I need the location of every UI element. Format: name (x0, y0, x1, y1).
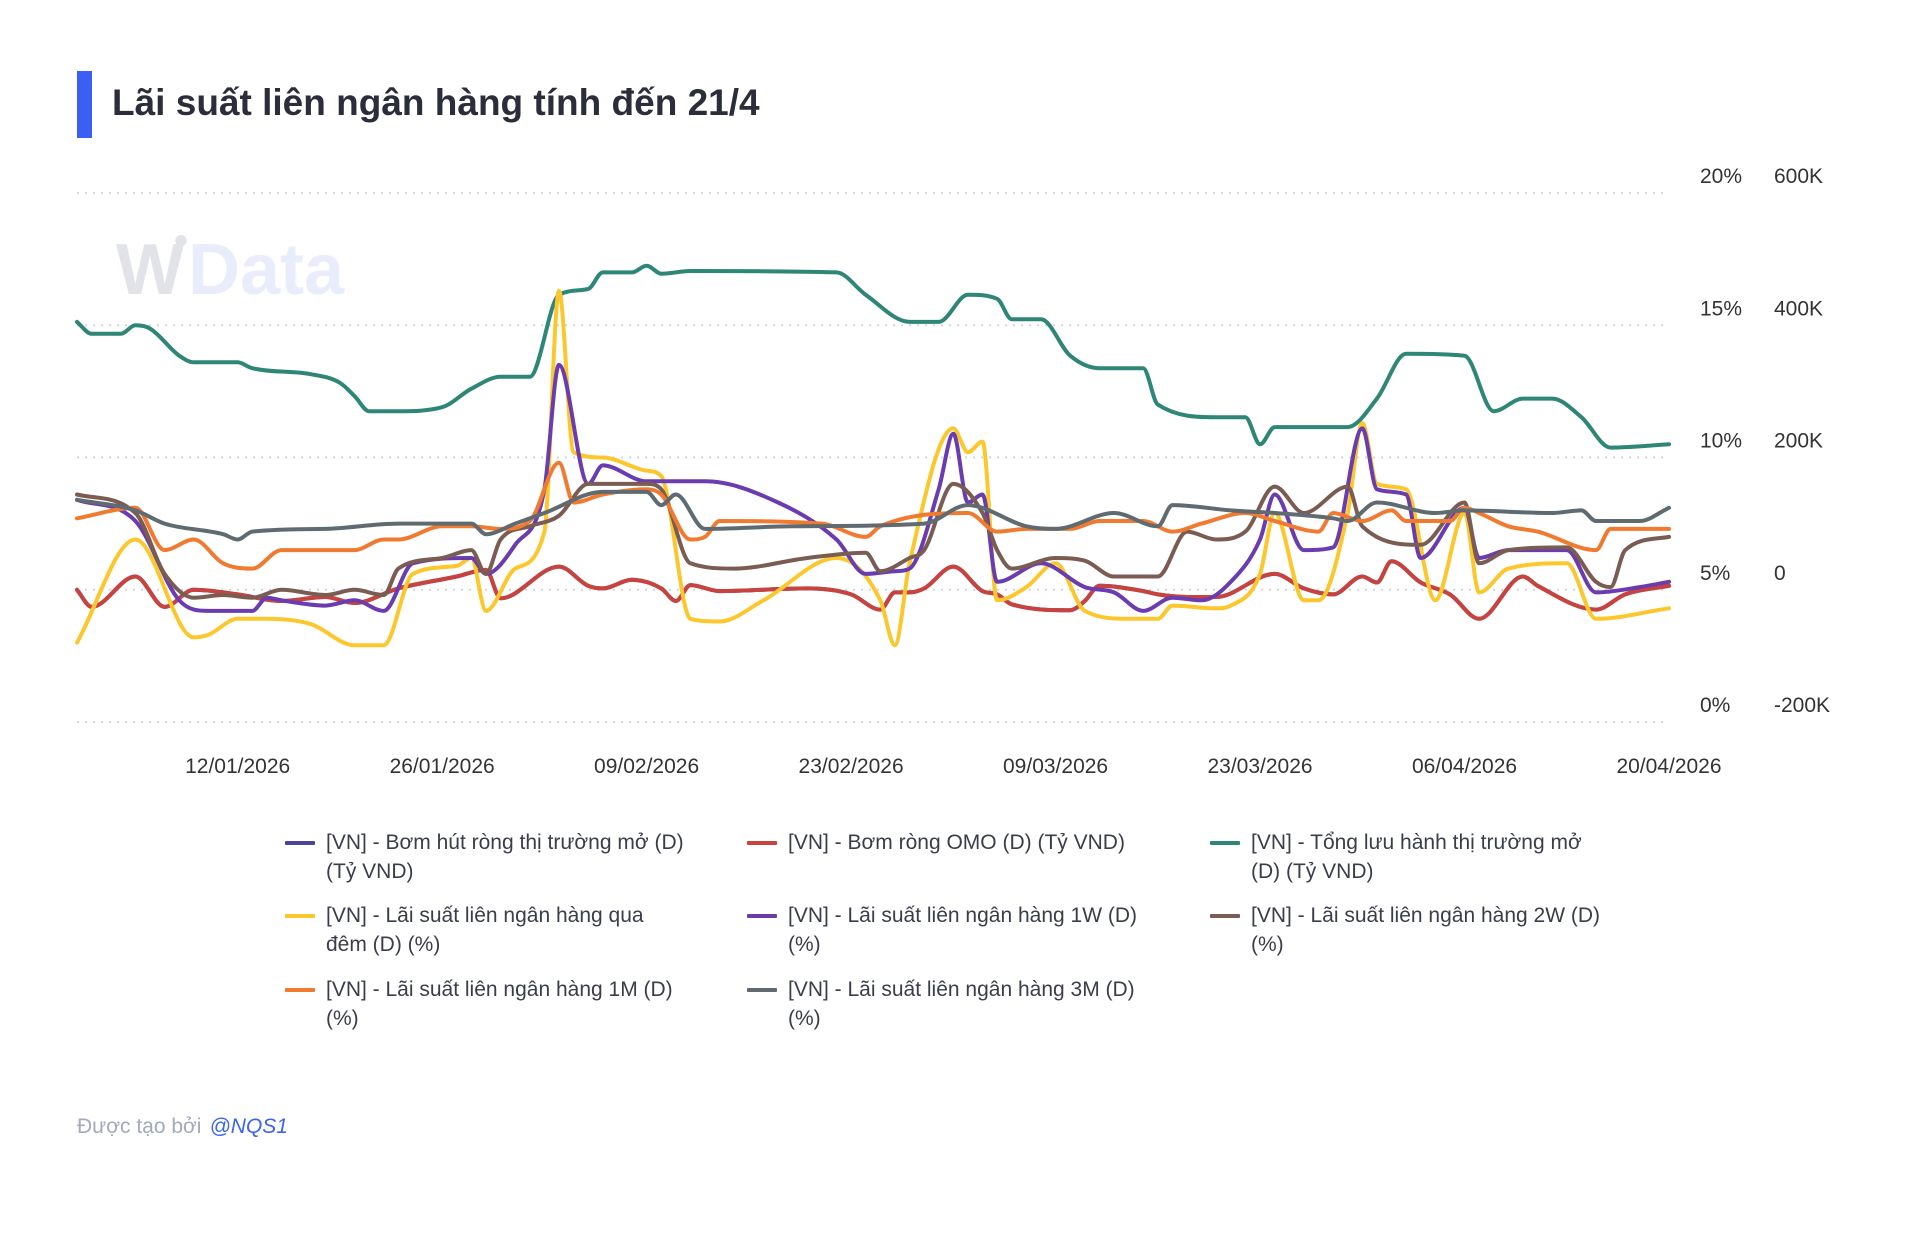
legend-label: [VN] - Bơm ròng OMO (D) (Tỷ VND) (788, 831, 1125, 854)
y-right-tick-label: 600K (1774, 165, 1823, 188)
series-line-3m-rate (75, 489, 1671, 542)
legend-item-2w-rate[interactable]: [VN] - Lãi suất liên ngân hàng 2W (D) (%… (1210, 901, 1630, 959)
x-tick-label: 23/02/2026 (799, 755, 904, 778)
series-lines (75, 263, 1671, 648)
x-tick-label: 26/01/2026 (390, 755, 495, 778)
legend-label: [VN] - Lãi suất liên ngân hàng 1W (D) (%… (788, 904, 1138, 956)
footer: Được tạo bởi @NQS1 (77, 1115, 288, 1139)
created-by-label: Được tạo bởi (77, 1115, 202, 1138)
x-tick-label: 09/02/2026 (594, 755, 699, 778)
chart-title: Lãi suất liên ngân hàng tính đến 21/4 (112, 82, 760, 123)
legend-swatch (285, 841, 315, 845)
author-link[interactable]: @NQS1 (209, 1115, 288, 1138)
x-tick-label: 06/04/2026 (1412, 755, 1517, 778)
legend-item-3m-rate[interactable]: [VN] - Lãi suất liên ngân hàng 3M (D) (%… (747, 975, 1167, 1033)
axes: 20% 600K 15% 400K 10% 200K 5% 0 0% -200K 12/01/202… (185, 165, 1830, 778)
series-line-1w-rate (75, 362, 1671, 613)
legend-swatch (1210, 914, 1240, 918)
y-right-tick-label: 400K (1774, 297, 1823, 320)
legend-label: [VN] - Lãi suất liên ngân hàng 1M (D) (%… (326, 978, 673, 1030)
title-accent-bar (77, 71, 92, 138)
legend-label: [VN] - Lãi suất liên ngân hàng 3M (D) (%… (788, 978, 1135, 1030)
legend-label: [VN] - Lãi suất liên ngân hàng 2W (D) (%… (1251, 904, 1601, 956)
watermark-text: W•Data (116, 219, 345, 310)
x-tick-label: 09/03/2026 (1003, 755, 1108, 778)
legend-item-overnight-rate[interactable]: [VN] - Lãi suất liên ngân hàng qua đêm (… (285, 901, 705, 959)
legend-label: [VN] - Bơm hút ròng thị trường mở (D) (T… (326, 831, 684, 883)
legend-swatch (1210, 841, 1240, 845)
legend-item-1w-rate[interactable]: [VN] - Lãi suất liên ngân hàng 1W (D) (%… (747, 901, 1167, 959)
y-left-tick-label: 0% (1700, 694, 1730, 717)
y-right-tick-label: 200K (1774, 430, 1823, 453)
series-line-overnight-rate (75, 288, 1671, 648)
x-tick-label: 23/03/2026 (1207, 755, 1312, 778)
y-left-tick-label: 15% (1700, 297, 1742, 320)
y-right-tick-label: 0 (1774, 562, 1786, 585)
series-line-open-market-outstanding (75, 263, 1671, 450)
legend-item-net-absorption[interactable]: [VN] - Bơm hút ròng thị trường mở (D) (T… (285, 828, 705, 886)
legend-swatch (747, 988, 777, 992)
chart-area: W•Data 20% 600K 15% 400K 10% 200K 5% 0 0% -200K 12… (75, 165, 1830, 778)
legend-label: [VN] - Tổng lưu hành thị trường mở (D) (… (1251, 831, 1582, 883)
y-left-tick-label: 10% (1700, 430, 1742, 453)
y-right-tick-label: -200K (1774, 694, 1830, 717)
legend-swatch (747, 841, 777, 845)
legend-item-omo-net-injection[interactable]: [VN] - Bơm ròng OMO (D) (Tỷ VND) (747, 828, 1167, 857)
legend-swatch (747, 914, 777, 918)
legend-label: [VN] - Lãi suất liên ngân hàng qua đêm (… (326, 904, 644, 956)
y-left-tick-label: 20% (1700, 165, 1742, 188)
watermark-logo: W•Data (116, 219, 345, 310)
legend-swatch (285, 988, 315, 992)
legend-item-1m-rate[interactable]: [VN] - Lãi suất liên ngân hàng 1M (D) (%… (285, 975, 705, 1033)
x-tick-label: 12/01/2026 (185, 755, 290, 778)
series-line-2w-rate (75, 481, 1671, 600)
legend-swatch (285, 914, 315, 918)
y-left-tick-label: 5% (1700, 562, 1730, 585)
series-line-1m-rate (75, 460, 1671, 571)
legend-item-open-market-outstanding[interactable]: [VN] - Tổng lưu hành thị trường mở (D) (… (1210, 828, 1630, 886)
x-tick-label: 20/04/2026 (1616, 755, 1721, 778)
